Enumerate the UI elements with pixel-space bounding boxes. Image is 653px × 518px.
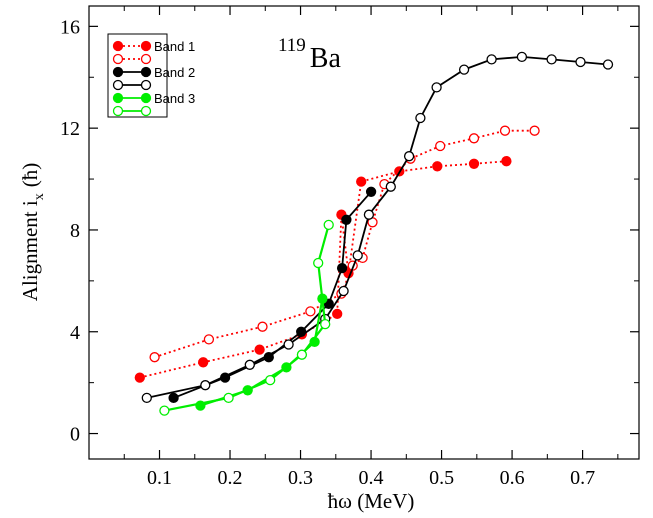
series-3-point — [341, 214, 352, 225]
series-4-point — [385, 181, 396, 192]
legend-entry-5: Band 3 — [112, 91, 195, 106]
series-6-point — [323, 219, 334, 231]
legend-marker — [112, 53, 124, 65]
series-2-point — [149, 352, 160, 363]
nucleus-annotation: 119 Ba — [278, 35, 341, 74]
series-6 — [159, 219, 334, 416]
series-2-point — [529, 125, 540, 136]
legend-marker — [140, 53, 152, 65]
series-3-point — [365, 186, 377, 197]
series-4 — [141, 51, 614, 404]
series-6-point — [320, 318, 331, 330]
series-1-point — [134, 372, 145, 383]
x-tick-label: 0.1 — [147, 467, 172, 489]
series-2-line — [154, 129, 535, 359]
series-6-point — [159, 405, 170, 416]
y-axis-label-sub: x — [32, 193, 47, 200]
series-4-point — [244, 359, 255, 370]
series-6-point — [313, 257, 324, 269]
legend: Band 1 Band 2 Band 3 — [107, 33, 195, 118]
y-axis-label-main: Alignment i — [18, 200, 42, 301]
series-1-point — [501, 156, 512, 167]
legend-marker — [140, 66, 152, 78]
series-3 — [168, 186, 377, 404]
series-1-point — [198, 357, 209, 368]
series-1-point — [254, 344, 265, 355]
series-4-point — [546, 54, 557, 65]
series-4-point — [200, 380, 211, 391]
x-tick-label: 0.5 — [429, 467, 454, 489]
series-6-point — [296, 349, 308, 360]
legend-entry-2 — [112, 53, 152, 65]
series-2-point — [305, 306, 316, 317]
series-3-line — [173, 191, 372, 399]
mass-number: 119 — [278, 35, 306, 56]
series-4-point — [141, 392, 152, 404]
series-4-point — [338, 285, 349, 297]
series-3-point — [168, 392, 179, 404]
series-1-point — [356, 176, 367, 187]
x-tick-label: 0.2 — [218, 467, 243, 489]
element-symbol: Ba — [310, 43, 342, 74]
series-2-point — [435, 140, 446, 152]
series-4-point — [415, 112, 426, 124]
legend-marker — [140, 79, 152, 91]
legend-marker — [140, 105, 152, 117]
legend-label: Band 3 — [154, 91, 195, 106]
series-1-point — [332, 308, 343, 320]
series-layer — [134, 51, 614, 416]
series-4-point — [575, 56, 586, 68]
legend-marker — [140, 92, 152, 104]
series-4-point — [602, 59, 614, 70]
legend-marker — [112, 40, 124, 52]
series-1-point — [432, 161, 443, 172]
series-4-point — [352, 250, 363, 261]
x-axis-label: ħω (MeV) — [328, 489, 415, 513]
series-6-point — [223, 392, 234, 404]
legend-marker — [112, 79, 124, 91]
y-tick-label: 12 — [60, 118, 80, 140]
series-3-point — [336, 262, 348, 274]
x-tick-label: 0.7 — [570, 467, 595, 489]
series-2-point — [499, 125, 511, 136]
series-2 — [149, 125, 540, 363]
x-tick-label: 0.3 — [288, 467, 313, 489]
legend-entry-4 — [112, 79, 152, 91]
legend-marker — [112, 105, 124, 117]
y-axis-label: Alignment ix (ħ) — [18, 163, 47, 301]
legend-label: Band 2 — [154, 65, 195, 80]
series-4-point — [283, 339, 294, 350]
series-2-point — [203, 334, 215, 345]
legend-marker — [112, 92, 124, 104]
x-tick-label: 0.6 — [500, 467, 525, 489]
series-4-point — [431, 82, 442, 93]
series-4-point — [458, 64, 470, 75]
legend-entry-3: Band 2 — [112, 65, 195, 80]
series-2-point — [468, 133, 480, 144]
legend-entry-6 — [112, 105, 152, 117]
legend-entry-1: Band 1 — [112, 39, 195, 54]
series-4-point — [403, 151, 415, 162]
series-4-point — [516, 51, 528, 63]
legend-marker — [112, 66, 124, 78]
series-6-point — [265, 374, 276, 386]
plot-frame — [88, 5, 640, 460]
series-4-point — [486, 54, 497, 65]
series-1-point — [468, 158, 480, 169]
y-tick-label: 8 — [70, 220, 80, 242]
y-tick-label: 0 — [70, 424, 80, 446]
y-axis-label-unit: (ħ) — [18, 163, 42, 188]
series-2-point — [257, 321, 268, 332]
legend-label: Band 1 — [154, 39, 195, 54]
series-4-point — [363, 209, 375, 220]
legend-marker — [140, 40, 152, 52]
x-tick-label: 0.4 — [359, 467, 384, 489]
y-tick-label: 16 — [60, 16, 80, 38]
y-tick-label: 4 — [70, 322, 80, 344]
